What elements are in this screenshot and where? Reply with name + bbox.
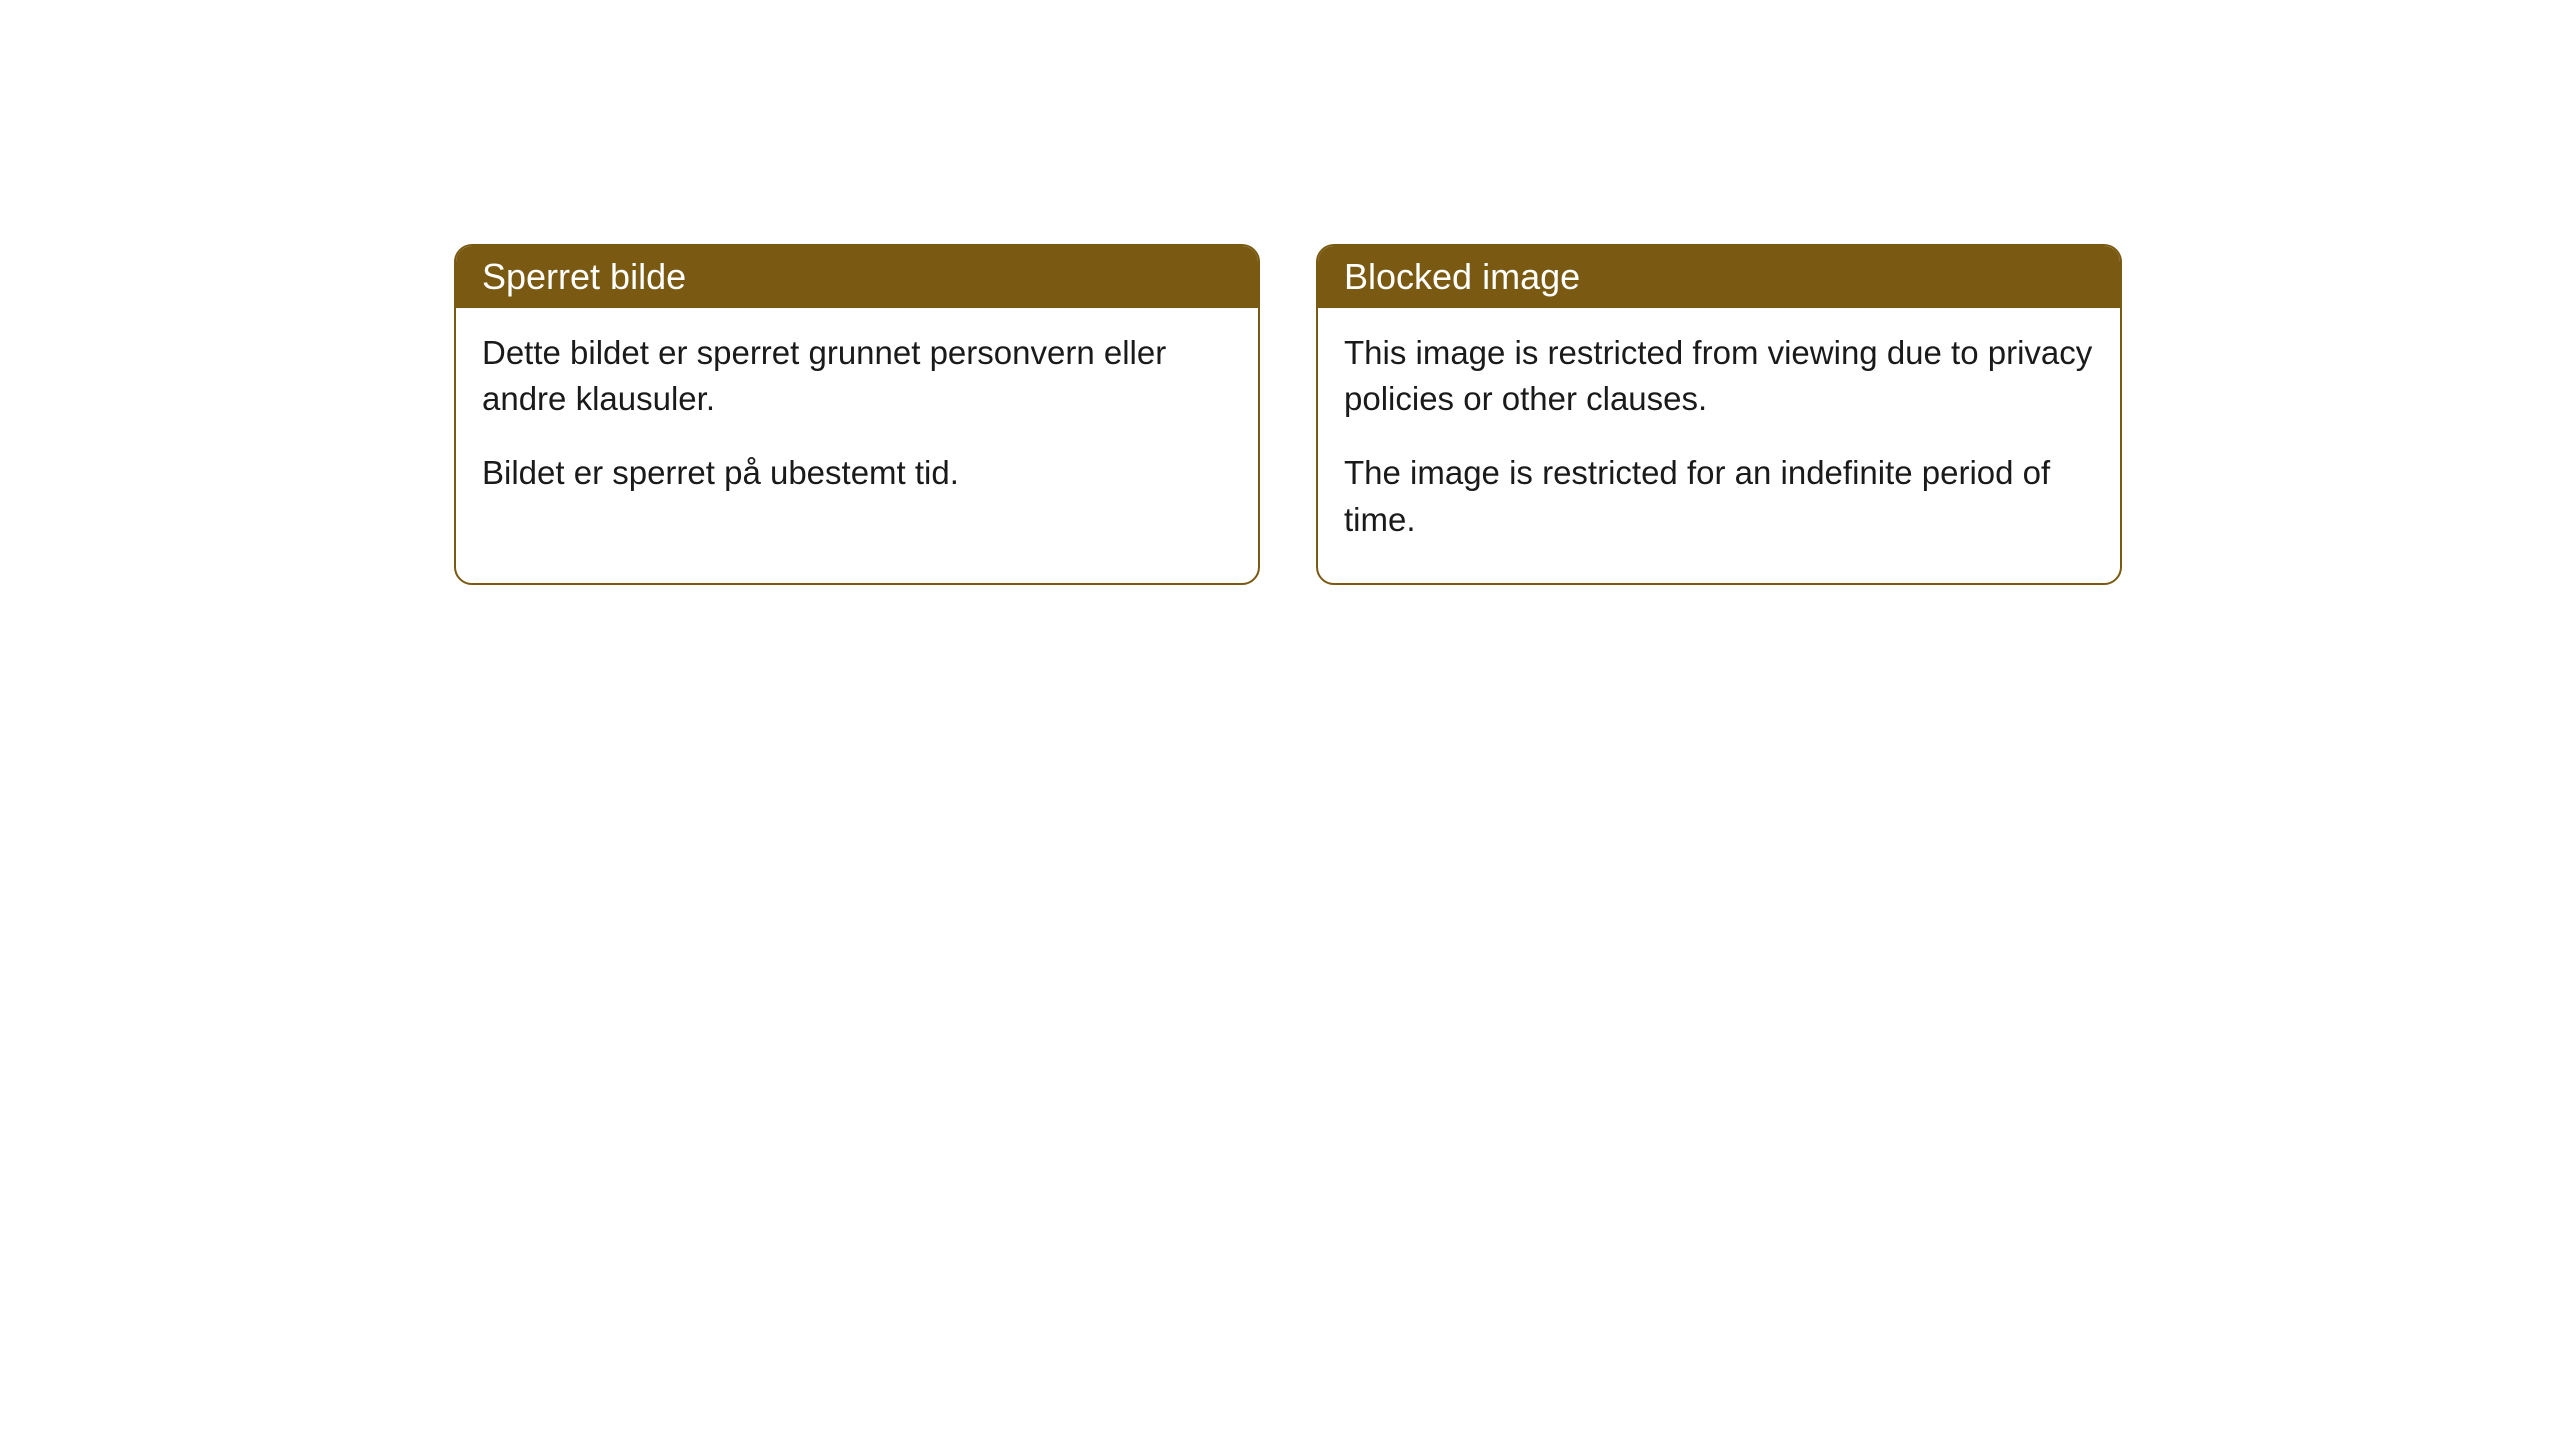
card-paragraph: This image is restricted from viewing du…	[1344, 330, 2094, 422]
card-body: Dette bildet er sperret grunnet personve…	[456, 308, 1258, 537]
card-title: Blocked image	[1344, 256, 1580, 297]
blocked-image-card-english: Blocked image This image is restricted f…	[1316, 244, 2122, 585]
card-body: This image is restricted from viewing du…	[1318, 308, 2120, 583]
card-paragraph: Bildet er sperret på ubestemt tid.	[482, 450, 1232, 496]
card-header: Blocked image	[1318, 246, 2120, 308]
blocked-image-card-norwegian: Sperret bilde Dette bildet er sperret gr…	[454, 244, 1260, 585]
cards-container: Sperret bilde Dette bildet er sperret gr…	[454, 244, 2122, 585]
card-paragraph: Dette bildet er sperret grunnet personve…	[482, 330, 1232, 422]
card-paragraph: The image is restricted for an indefinit…	[1344, 450, 2094, 542]
card-header: Sperret bilde	[456, 246, 1258, 308]
card-title: Sperret bilde	[482, 256, 686, 297]
